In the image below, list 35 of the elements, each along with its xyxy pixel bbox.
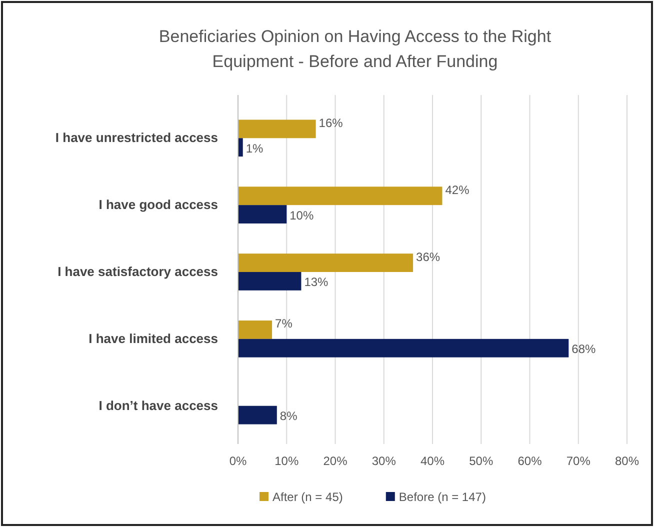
- data-label: 10%: [290, 208, 314, 222]
- x-tick-label: 20%: [323, 454, 348, 468]
- data-label: 36%: [416, 250, 440, 264]
- x-tick-label: 80%: [614, 454, 640, 468]
- bar: [238, 120, 316, 138]
- x-tick-label: 30%: [372, 454, 396, 468]
- data-label: 1%: [246, 141, 264, 156]
- x-tick-label: 70%: [566, 454, 591, 468]
- bar: [238, 254, 414, 272]
- bar: [238, 138, 243, 157]
- bar: [238, 338, 569, 358]
- x-tick-label: 0%: [229, 454, 247, 468]
- legend-label: After (n = 45): [272, 490, 343, 504]
- x-tick-label: 40%: [420, 454, 445, 468]
- y-tick-label: I have good access: [98, 197, 218, 212]
- bar: [238, 186, 442, 206]
- x-tick-label: 50%: [469, 454, 494, 468]
- x-tick-label: 10%: [274, 454, 299, 468]
- x-tick-label: 60%: [518, 454, 542, 468]
- data-label: 7%: [275, 316, 293, 331]
- bar: [238, 406, 277, 424]
- y-tick-label: I have satisfactory access: [58, 264, 218, 279]
- chart-title: Beneficiaries Opinion on Having Access to the Right Equipment - Before and After Funding: [158, 27, 552, 71]
- y-tick-label: I have unrestricted access: [55, 130, 218, 146]
- data-label: 13%: [304, 275, 329, 290]
- bar: [238, 205, 287, 224]
- bar: [238, 272, 302, 290]
- y-tick-label: I have limited access: [88, 330, 218, 346]
- data-label: 16%: [318, 116, 344, 130]
- data-label: 8%: [280, 409, 298, 424]
- data-label: 68%: [572, 342, 596, 356]
- bar: [238, 320, 272, 339]
- y-tick-label: I don’t have access: [98, 398, 218, 413]
- data-label: 42%: [445, 182, 470, 197]
- legend-label: Before (n = 147): [398, 490, 486, 504]
